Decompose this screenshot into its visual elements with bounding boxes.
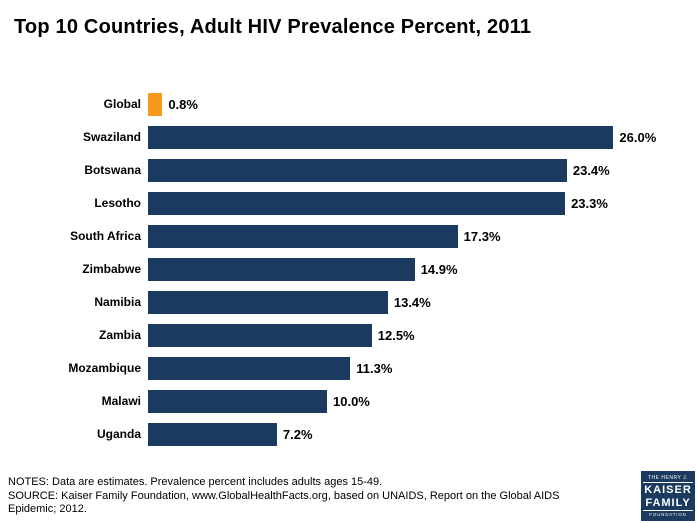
chart-row: Malawi 10.0% (10, 389, 685, 413)
value-label: 0.8% (168, 96, 198, 112)
logo-text-kaiser: KAISER (644, 484, 692, 497)
bar (148, 191, 566, 215)
value-label: 23.4% (572, 162, 610, 178)
chart-rows: Global 0.8% Swaziland 26.0% Botswana 23.4% Les… (10, 92, 685, 446)
source-text: SOURCE: Kaiser Family Foundation, www.Gl… (8, 489, 560, 516)
bar-label: Zambia (98, 328, 141, 342)
footer: NOTES: Data are estimates. Prevalence pe… (8, 476, 689, 517)
value-label: 14.9% (420, 261, 458, 277)
bar (148, 323, 372, 347)
bar-track: 12.5% (148, 323, 685, 347)
bar-label: Uganda (96, 427, 141, 441)
chart-title: Top 10 Countries, Adult HIV Prevalence P… (14, 16, 532, 38)
bar-label: South Africa (70, 229, 141, 243)
bar-label: Zimbabwe (82, 262, 141, 276)
value-label: 23.3% (571, 195, 608, 211)
bar-chart: Global 0.8% Swaziland 26.0% Botswana 23.4% Les… (10, 92, 685, 455)
value-label: 17.3% (463, 228, 501, 244)
bar-label: Swaziland (82, 130, 141, 144)
bar-label: Malawi (101, 394, 141, 408)
bar-track: 14.9% (148, 257, 685, 281)
bar (148, 356, 351, 380)
bar (148, 389, 327, 413)
chart-row: Lesotho 23.3% (10, 191, 685, 215)
kaiser-family-foundation-logo: THE HENRY J. KAISER FAMILY FOUNDATION (641, 471, 695, 521)
chart-row: Swaziland 26.0% (10, 125, 685, 149)
value-label: 11.3% (356, 360, 393, 376)
bar-track: 10.0% (148, 389, 685, 413)
chart-row: Global 0.8% (10, 92, 685, 116)
bar (148, 92, 163, 116)
bar (148, 125, 614, 149)
bar-track: 17.3% (148, 224, 685, 248)
value-label: 13.4% (393, 294, 431, 310)
bar-track: 23.4% (148, 158, 685, 182)
chart-row: Botswana 23.4% (10, 158, 685, 182)
logo-text-family: FAMILY (645, 496, 691, 509)
bar-track: 13.4% (148, 290, 685, 314)
value-label: 7.2% (282, 426, 313, 442)
chart-row: Uganda 7.2% (10, 422, 685, 446)
bar-track: 7.2% (148, 422, 685, 446)
bar-track: 0.8% (148, 92, 685, 116)
bar-track: 26.0% (148, 125, 685, 149)
bar (148, 158, 567, 182)
value-label: 26.0% (619, 129, 657, 145)
chart-row: Mozambique 11.3% (10, 356, 685, 380)
bar (148, 257, 415, 281)
bar-track: 11.3% (148, 356, 685, 380)
value-label: 10.0% (333, 393, 370, 409)
bar (148, 224, 458, 248)
bar-label: Global (103, 97, 141, 111)
bar (148, 290, 388, 314)
logo-text-henry: THE HENRY J. (643, 475, 693, 484)
notes-text: NOTES: Data are estimates. Prevalence pe… (8, 475, 383, 488)
bar-label: Lesotho (94, 196, 141, 210)
logo-text-foundation: FOUNDATION (643, 509, 693, 517)
bar-label: Namibia (94, 295, 141, 309)
value-label: 12.5% (377, 327, 415, 343)
bar (148, 422, 277, 446)
chart-row: Zimbabwe 14.9% (10, 257, 685, 281)
bar-label: Mozambique (68, 361, 141, 375)
chart-row: Zambia 12.5% (10, 323, 685, 347)
chart-row: South Africa 17.3% (10, 224, 685, 248)
chart-row: Namibia 13.4% (10, 290, 685, 314)
bar-track: 23.3% (148, 191, 685, 215)
bar-label: Botswana (84, 163, 141, 177)
